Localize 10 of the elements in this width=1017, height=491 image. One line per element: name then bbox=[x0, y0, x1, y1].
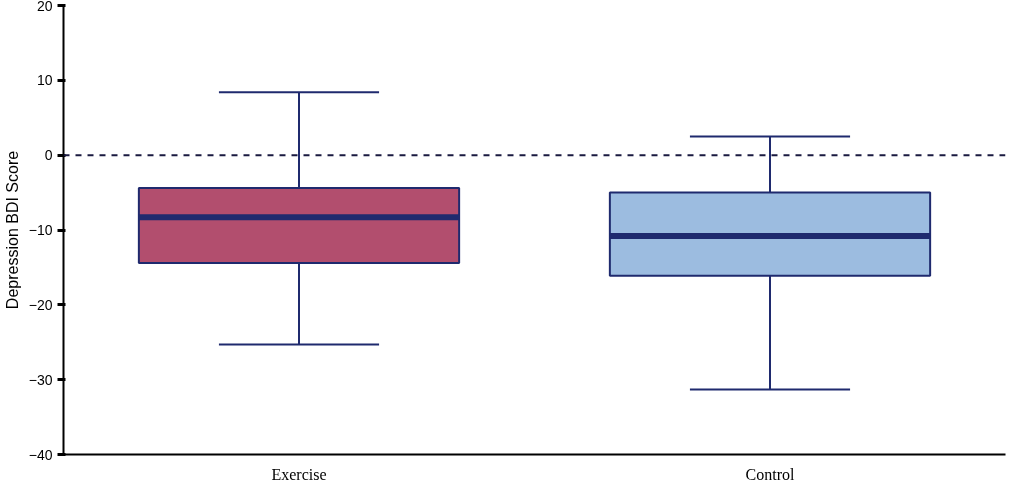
y-tick-label: −10 bbox=[28, 222, 53, 238]
x-tick-label: Control bbox=[745, 465, 795, 483]
y-tick-label: −30 bbox=[28, 371, 53, 388]
y-tick-label: 0 bbox=[44, 147, 53, 164]
y-tick-label: −20 bbox=[28, 296, 53, 313]
y-tick-label: 20 bbox=[36, 0, 53, 14]
x-tick-label: Exercise bbox=[271, 465, 327, 483]
y-axis-title: Depression BDI Score bbox=[3, 150, 21, 310]
y-tick-label: 10 bbox=[36, 72, 53, 89]
y-tick-label: −40 bbox=[28, 446, 53, 463]
